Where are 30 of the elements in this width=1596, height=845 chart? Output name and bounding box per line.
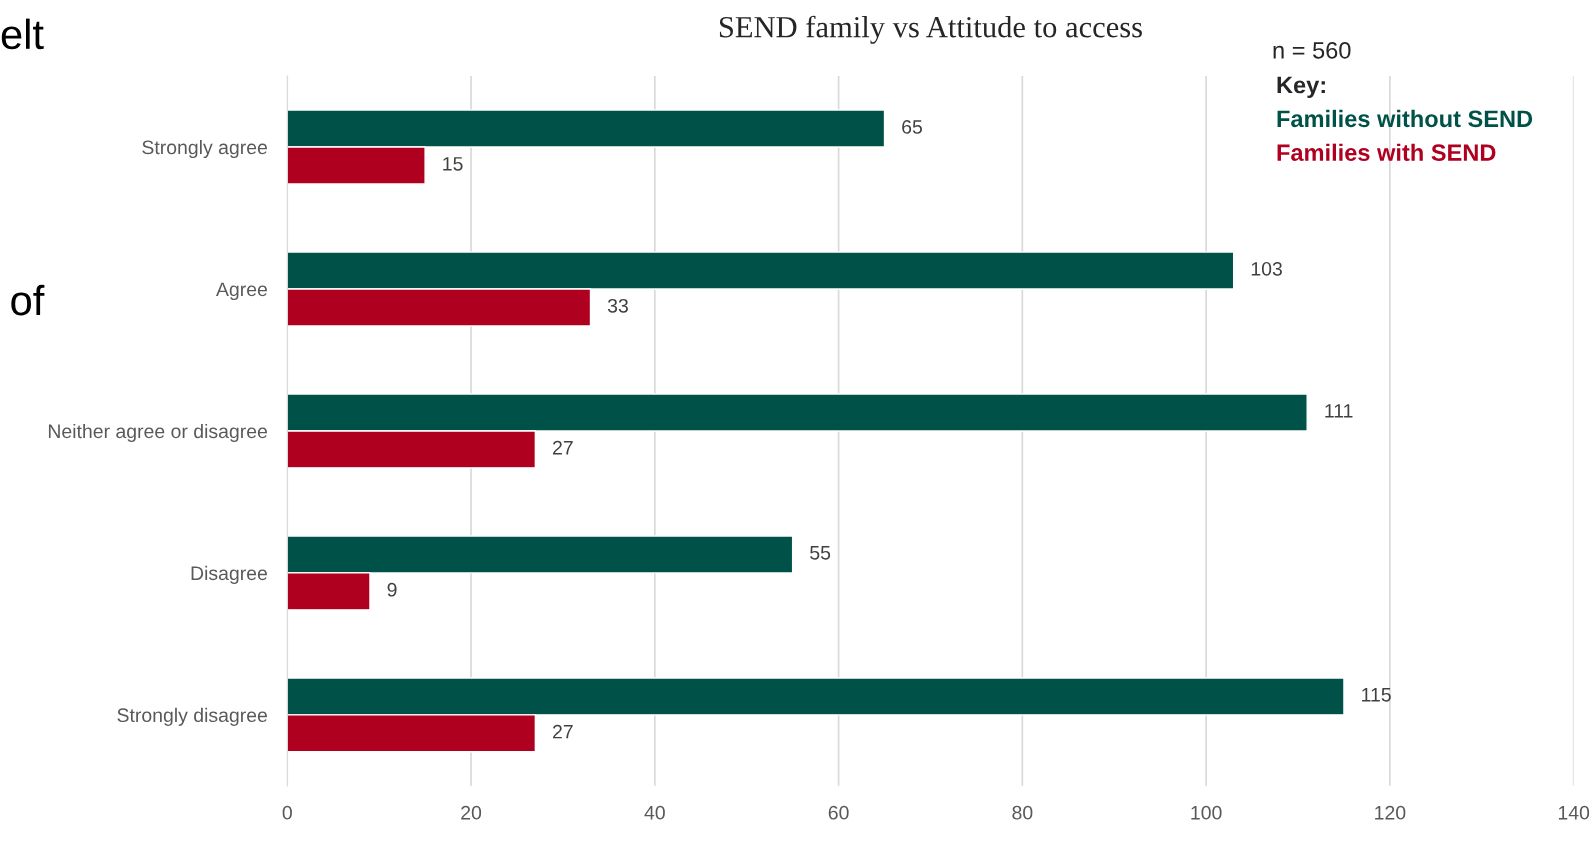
y-tick-label: Disagree [191, 565, 267, 584]
data-label: 9 [387, 582, 397, 597]
data-label: 27 [553, 724, 573, 739]
data-label: 115 [1362, 688, 1391, 702]
data-label: 33 [607, 298, 628, 313]
text: n = 560 [1273, 42, 1351, 59]
x-tick-label: 80 [1012, 805, 1033, 820]
data-label: 111 [1325, 404, 1353, 418]
x-tick-label: 20 [461, 805, 482, 820]
y-tick-label: Agree [215, 282, 267, 301]
y-tick-label: Strongly disagree [117, 707, 267, 726]
x-tick-label: 0 [282, 805, 292, 820]
text: elt [1, 18, 44, 50]
text: Families with SEND [1277, 143, 1496, 161]
x-tick-label: 40 [644, 805, 665, 820]
x-tick-label: 60 [828, 805, 849, 820]
y-tick-label: Neither agree or disagree [48, 423, 267, 443]
x-tick-label: 140 [1558, 805, 1590, 820]
text: Families without SEND [1277, 109, 1533, 128]
text: of [11, 284, 45, 316]
data-label: 103 [1251, 261, 1282, 276]
x-tick-label: 120 [1375, 805, 1406, 820]
chart-title: SEND family vs Attitude to access [719, 15, 1142, 44]
data-label: 15 [443, 157, 463, 171]
data-label: 27 [553, 440, 573, 455]
data-label: 65 [902, 120, 923, 134]
y-tick-label: Strongly agree [142, 139, 267, 159]
legend-title: Key: [1277, 76, 1325, 99]
x-tick-label: 100 [1191, 805, 1222, 820]
data-label: 55 [810, 546, 831, 560]
